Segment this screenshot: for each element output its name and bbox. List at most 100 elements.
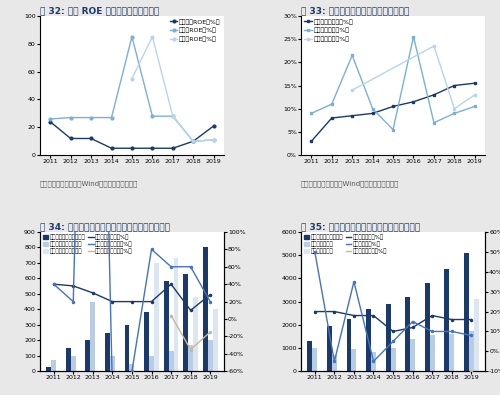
Line: 周黑鸭净利率（%）: 周黑鸭净利率（%） <box>351 45 476 110</box>
煌上煌净利率（%） <box>329 102 335 107</box>
绝味食品ROE（%） <box>210 124 216 128</box>
周黑鸭ROE（%） <box>170 114 176 118</box>
Bar <box>144 312 149 371</box>
Bar <box>51 361 56 371</box>
Bar <box>406 297 410 371</box>
Bar <box>366 308 371 371</box>
煌上煌净利率（%） <box>431 120 437 125</box>
Bar <box>124 325 130 371</box>
绝味食品净利率（%） <box>390 104 396 109</box>
煌上煌ROE（%） <box>150 114 156 118</box>
Legend: 绝味食品净利率（%）, 煌上煌净利率（%）, 周黑鸭净利率（%）: 绝味食品净利率（%）, 煌上煌净利率（%）, 周黑鸭净利率（%） <box>304 19 354 42</box>
煌上煌ROE（%） <box>210 137 216 142</box>
Line: 周黑鸭ROE（%）: 周黑鸭ROE（%） <box>130 35 215 143</box>
绝味食品ROE（%） <box>190 139 196 144</box>
煌上煌净利率（%） <box>390 127 396 132</box>
Bar <box>90 302 96 371</box>
周黑鸭ROE（%） <box>190 139 196 144</box>
煌上煌ROE（%） <box>47 117 53 121</box>
Bar <box>212 309 218 371</box>
Bar <box>168 351 173 371</box>
Bar <box>371 352 376 371</box>
Bar <box>425 283 430 371</box>
Bar <box>430 335 434 371</box>
Bar <box>332 355 337 371</box>
煌上煌净利率（%） <box>410 34 416 39</box>
Bar <box>188 345 193 371</box>
周黑鸭净利率（%） <box>431 43 437 48</box>
Bar <box>208 340 212 371</box>
Legend: 绝味食品收入（百万）, 煌上煌（百万）, 周黑鸭（百万）, 绝味收入增速（%）, 煌上煌增速（%）, 周黑鸭收入增速（%）: 绝味食品收入（百万）, 煌上煌（百万）, 周黑鸭（百万）, 绝味收入增速（%）,… <box>304 235 388 254</box>
Bar <box>154 263 159 371</box>
Bar <box>346 319 352 371</box>
Bar <box>193 297 198 371</box>
Bar <box>390 348 396 371</box>
绝味食品ROE（%） <box>170 146 176 150</box>
绝味食品净利率（%） <box>410 100 416 104</box>
Bar <box>130 363 134 371</box>
Bar <box>71 356 76 371</box>
绝味食品ROE（%） <box>129 146 135 150</box>
煌上煌净利率（%） <box>308 111 314 116</box>
煌上煌净利率（%） <box>472 104 478 109</box>
周黑鸭净利率（%） <box>452 106 458 111</box>
煌上煌净利率（%） <box>349 53 355 58</box>
Bar <box>450 334 454 371</box>
Line: 绝味食品ROE（%）: 绝味食品ROE（%） <box>49 120 215 150</box>
绝味食品ROE（%） <box>150 146 156 150</box>
Bar <box>184 274 188 371</box>
Bar <box>410 339 415 371</box>
煌上煌净利率（%） <box>370 106 376 111</box>
煌上煌ROE（%） <box>88 115 94 120</box>
Text: 数据来源：公司公告，Wind，国泰君安证券研究: 数据来源：公司公告，Wind，国泰君安证券研究 <box>301 181 400 188</box>
Bar <box>469 331 474 371</box>
周黑鸭ROE（%） <box>150 34 156 39</box>
绝味食品净利率（%） <box>452 83 458 88</box>
绝味食品ROE（%） <box>108 146 114 150</box>
Bar <box>464 253 469 371</box>
Line: 绝味食品净利率（%）: 绝味食品净利率（%） <box>310 82 476 143</box>
绝味食品ROE（%） <box>47 119 53 124</box>
绝味食品净利率（%） <box>472 81 478 86</box>
Bar <box>386 304 390 371</box>
Text: 数据来源：公司公告，Wind，国泰君安证券研究: 数据来源：公司公告，Wind，国泰君安证券研究 <box>40 181 138 188</box>
Bar <box>105 333 110 371</box>
Bar <box>66 348 71 371</box>
Text: 图 35: 卤味龙头近三年利润增速大于收入增速: 图 35: 卤味龙头近三年利润增速大于收入增速 <box>301 222 420 231</box>
Legend: 绝味食品净利润（百万）, 煌上煌净利润（百万）, 周黑鸭净利润（百万）, 绝味净利润增速（%）, 煌上煌净利润增速（%）, 周黑鸭净利润增速（%）: 绝味食品净利润（百万）, 煌上煌净利润（百万）, 周黑鸭净利润（百万）, 绝味净… <box>43 235 133 254</box>
绝味食品ROE（%） <box>88 136 94 141</box>
周黑鸭ROE（%） <box>129 76 135 81</box>
Bar <box>110 356 115 371</box>
绝味食品净利率（%） <box>329 116 335 120</box>
Line: 煌上煌ROE（%）: 煌上煌ROE（%） <box>49 35 215 143</box>
Bar <box>474 299 478 371</box>
Line: 煌上煌净利率（%）: 煌上煌净利率（%） <box>310 35 476 131</box>
绝味食品净利率（%） <box>308 139 314 144</box>
绝味食品净利率（%） <box>370 111 376 116</box>
Bar <box>312 348 318 371</box>
Bar <box>174 258 178 371</box>
Bar <box>149 356 154 371</box>
Bar <box>203 247 207 371</box>
Bar <box>46 367 51 371</box>
煌上煌ROE（%） <box>68 115 73 120</box>
周黑鸭净利率（%） <box>472 92 478 97</box>
周黑鸭ROE（%） <box>210 137 216 142</box>
煌上煌ROE（%） <box>170 114 176 118</box>
Text: 图 34: 绝味净利润增速平稳、煌上煌近三年高增长: 图 34: 绝味净利润增速平稳、煌上煌近三年高增长 <box>40 222 170 231</box>
煌上煌ROE（%） <box>190 139 196 144</box>
Bar <box>444 269 450 371</box>
煌上煌净利率（%） <box>452 111 458 116</box>
周黑鸭净利率（%） <box>349 88 355 92</box>
Bar <box>164 282 168 371</box>
Bar <box>86 340 90 371</box>
绝味食品ROE（%） <box>68 136 73 141</box>
Text: 图 32: 绝味 ROE 长期表现显著优于行业: 图 32: 绝味 ROE 长期表现显著优于行业 <box>40 6 159 15</box>
煌上煌ROE（%） <box>108 115 114 120</box>
Bar <box>308 341 312 371</box>
绝味食品净利率（%） <box>349 113 355 118</box>
Legend: 绝味食品ROE（%）, 煌上煌ROE（%）, 周黑鸭ROE（%）: 绝味食品ROE（%）, 煌上煌ROE（%）, 周黑鸭ROE（%） <box>170 19 221 42</box>
Text: 图 33: 绝味净利率持续提升，煌上煌改善: 图 33: 绝味净利率持续提升，煌上煌改善 <box>301 6 410 15</box>
煌上煌ROE（%） <box>129 34 135 39</box>
Bar <box>327 326 332 371</box>
